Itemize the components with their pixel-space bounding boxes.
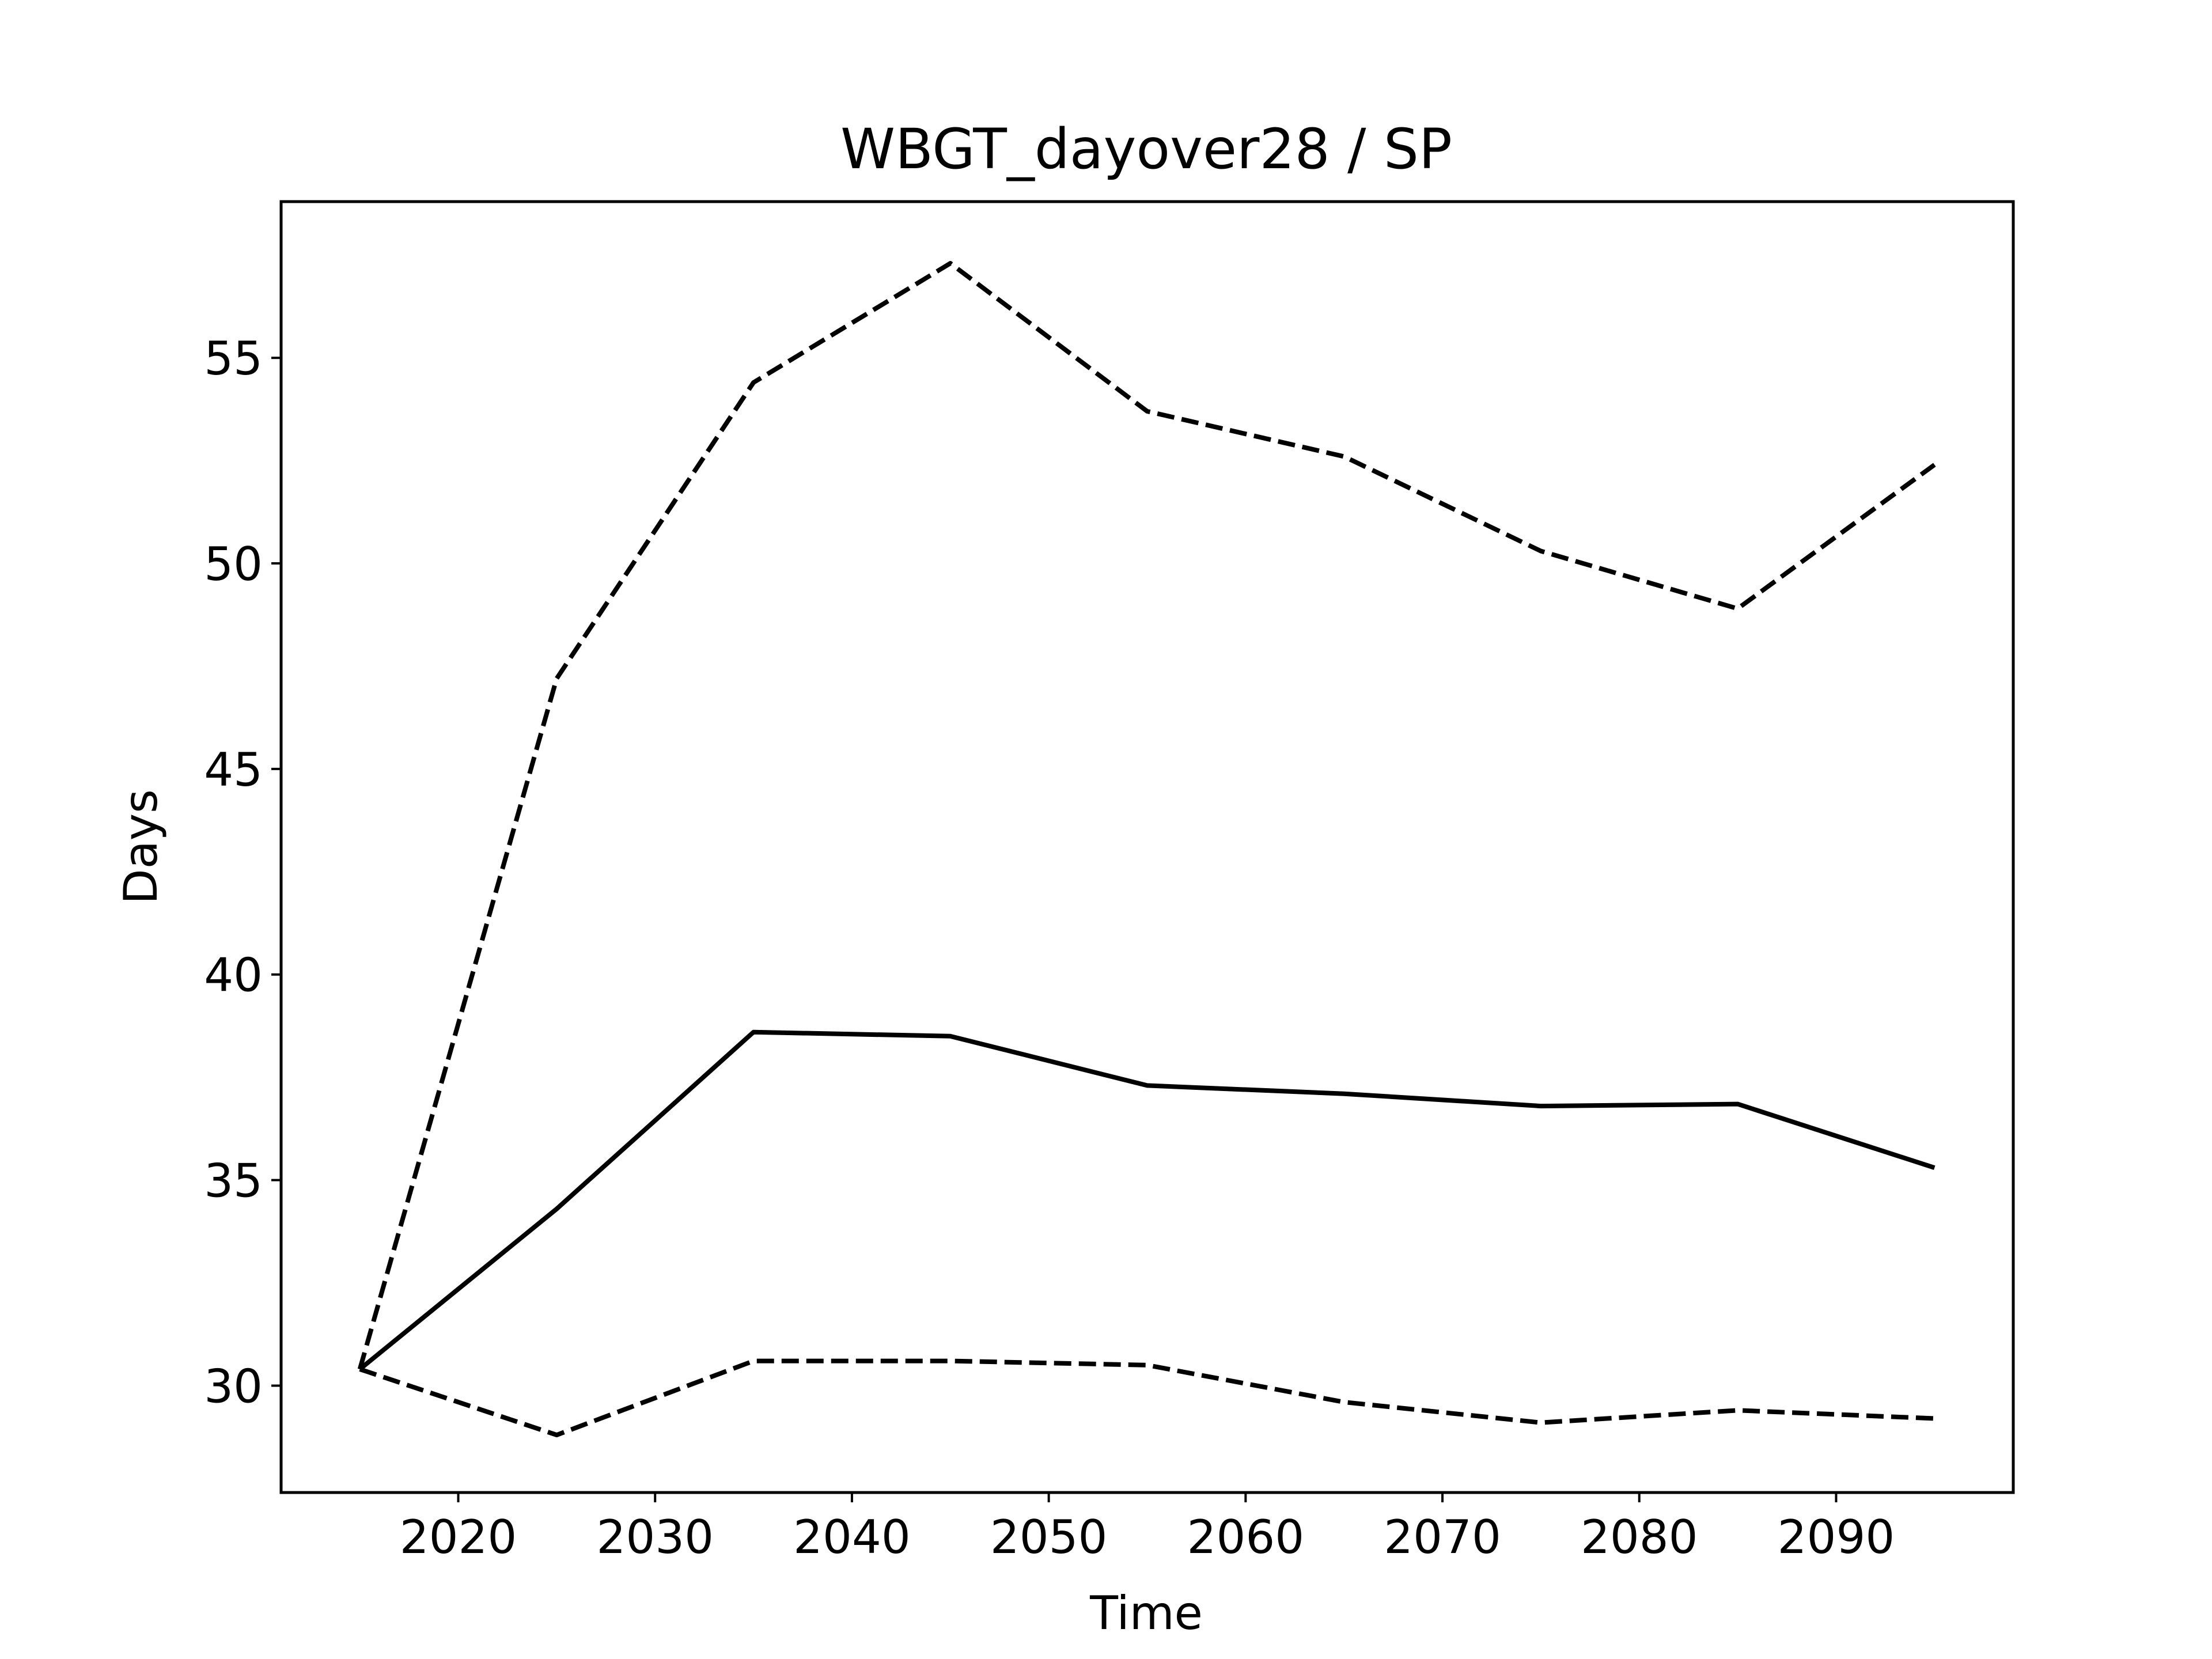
y-tick-label: 40 (204, 949, 263, 1002)
y-tick-label: 55 (204, 332, 263, 385)
x-tick-label: 2060 (1187, 1510, 1305, 1564)
y-tick-label: 35 (204, 1154, 263, 1208)
chart-title: WBGT_dayover28 / SP (840, 117, 1452, 181)
x-tick-label: 2090 (1778, 1510, 1895, 1564)
x-tick-label: 2040 (793, 1510, 911, 1564)
mean-series-line (358, 1029, 1936, 1372)
x-tick-label: 2070 (1384, 1510, 1501, 1564)
lower-bound-series-line (359, 1358, 1935, 1438)
x-axis-ticks: 2020 2030 2040 2050 2060 2070 2080 2090 (400, 1493, 1895, 1564)
y-axis-title: Days (114, 789, 168, 904)
plot-area-frame (279, 200, 2015, 1494)
x-tick-label: 2020 (400, 1510, 517, 1564)
y-tick-label: 30 (204, 1359, 263, 1413)
upper-bound-series-line (357, 261, 1936, 1370)
x-axis-title: Time (1089, 1586, 1203, 1640)
series-layer (357, 261, 1936, 1438)
x-tick-label: 2080 (1581, 1510, 1698, 1564)
x-tick-label: 2050 (990, 1510, 1108, 1564)
y-tick-label: 50 (204, 537, 263, 591)
x-tick-label: 2030 (596, 1510, 714, 1564)
y-axis-ticks: 30 35 40 45 50 55 (204, 332, 281, 1413)
y-tick-label: 45 (204, 743, 263, 797)
